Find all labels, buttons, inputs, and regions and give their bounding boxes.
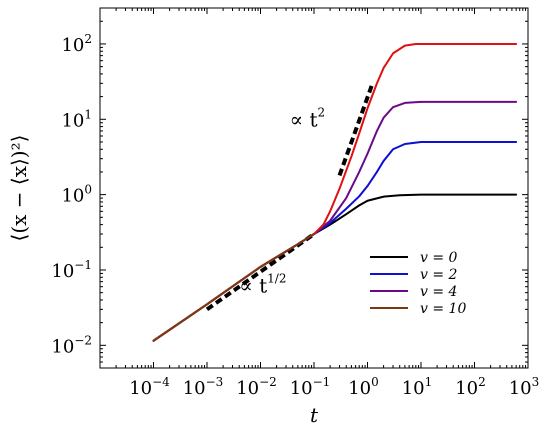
reference-lines: ∝ t1/2 ∝ t2 xyxy=(205,84,374,312)
tick-labels: 10−4 10−3 10−2 10−1 100 101 102 103 10−2 10−1 100 1… xyxy=(51,32,539,399)
x-axis-label: t xyxy=(310,403,319,427)
series-line xyxy=(152,42,518,342)
x-tick-label: 102 xyxy=(455,375,486,399)
reference-line xyxy=(337,84,374,177)
series-line xyxy=(152,193,518,342)
x-tick-label: 101 xyxy=(402,375,433,399)
y-tick-label: 100 xyxy=(61,183,92,207)
x-tick-label: 10−1 xyxy=(290,375,331,399)
y-axis-label: ⟨(x − ⟨x⟩)²⟩ xyxy=(7,135,31,242)
x-tick-label: 100 xyxy=(348,375,379,399)
reference-line xyxy=(205,232,316,312)
y-tick-label: 101 xyxy=(61,107,92,131)
reference-line-label: ∝ t2 xyxy=(290,106,326,132)
legend-label: v = 10 xyxy=(420,301,466,317)
y-tick-label: 102 xyxy=(61,32,92,56)
legend-label: v = 2 xyxy=(420,267,458,283)
x-tick-label: 10−4 xyxy=(129,375,170,399)
y-tick-label: 10−2 xyxy=(51,333,92,357)
y-tick-label: 10−1 xyxy=(51,258,92,282)
series-line-shared xyxy=(152,233,315,342)
x-tick-label: 10−2 xyxy=(236,375,277,399)
series-lines xyxy=(152,42,518,342)
x-tick-label: 103 xyxy=(509,375,540,399)
reference-line-label: ∝ t1/2 xyxy=(239,272,286,298)
legend: v = 0v = 2v = 4v = 10 xyxy=(370,250,466,317)
legend-label: v = 4 xyxy=(420,284,457,300)
axis-ticks xyxy=(99,7,529,369)
x-tick-label: 10−3 xyxy=(183,375,224,399)
legend-label: v = 0 xyxy=(420,250,458,266)
